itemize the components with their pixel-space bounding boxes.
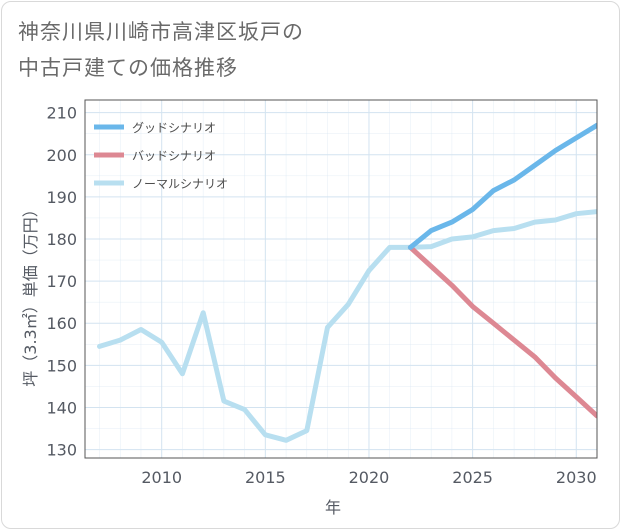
series-line-normal xyxy=(97,209,597,443)
legend-label-normal: ノーマルシナリオ xyxy=(132,177,228,191)
y-tick-label: 140 xyxy=(46,398,77,417)
y-tick-label: 180 xyxy=(46,230,77,249)
y-tick-labels: 130 140 150 160 170 180 190 200 210 xyxy=(46,104,77,460)
y-tick-label: 210 xyxy=(46,104,77,123)
legend-label-good: グッドシナリオ xyxy=(132,121,216,135)
x-tick-label: 2010 xyxy=(141,468,182,487)
plot-frame xyxy=(84,99,598,459)
x-tick-label: 2020 xyxy=(349,468,390,487)
x-tick-label: 2015 xyxy=(245,468,286,487)
y-tick-label: 170 xyxy=(46,272,77,291)
chart-title: 神奈川県川崎市高津区坂戸の 中古戸建ての価格推移 xyxy=(18,14,304,86)
y-tick-label: 130 xyxy=(46,441,77,460)
x-tick-labels: 2010 2015 2020 2025 2030 xyxy=(141,468,596,487)
x-tick-label: 2025 xyxy=(452,468,493,487)
y-tick-label: 160 xyxy=(46,314,77,333)
chart-title-line-1: 神奈川県川崎市高津区坂戸の xyxy=(18,20,304,44)
chart-title-line-2: 中古戸建ての価格推移 xyxy=(18,56,238,80)
y-tick-label: 200 xyxy=(46,146,77,165)
y-axis-title: 坪（3.3㎡）単価（万円） xyxy=(21,201,40,386)
x-tick-label: 2030 xyxy=(556,468,597,487)
legend-label-bad: バッドシナリオ xyxy=(132,149,216,163)
series-line-bad xyxy=(407,244,597,419)
series-line-good xyxy=(407,122,597,250)
y-tick-label: 150 xyxy=(46,356,77,375)
y-tick-label: 190 xyxy=(46,188,77,207)
x-axis-title: 年 xyxy=(325,498,341,517)
series-lines xyxy=(97,122,597,443)
grid-lines xyxy=(85,100,598,458)
